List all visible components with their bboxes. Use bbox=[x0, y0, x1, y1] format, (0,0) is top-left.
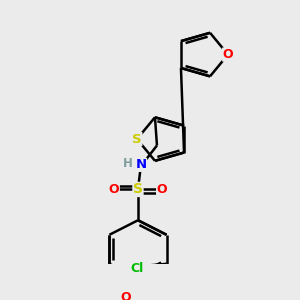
Text: S: S bbox=[133, 182, 143, 197]
Text: H: H bbox=[123, 158, 133, 170]
Text: O: O bbox=[223, 48, 233, 61]
Text: O: O bbox=[109, 183, 119, 196]
Text: S: S bbox=[132, 133, 142, 146]
Text: Cl: Cl bbox=[130, 262, 143, 275]
Text: O: O bbox=[157, 183, 167, 196]
Text: N: N bbox=[135, 158, 146, 171]
Text: O: O bbox=[121, 291, 131, 300]
